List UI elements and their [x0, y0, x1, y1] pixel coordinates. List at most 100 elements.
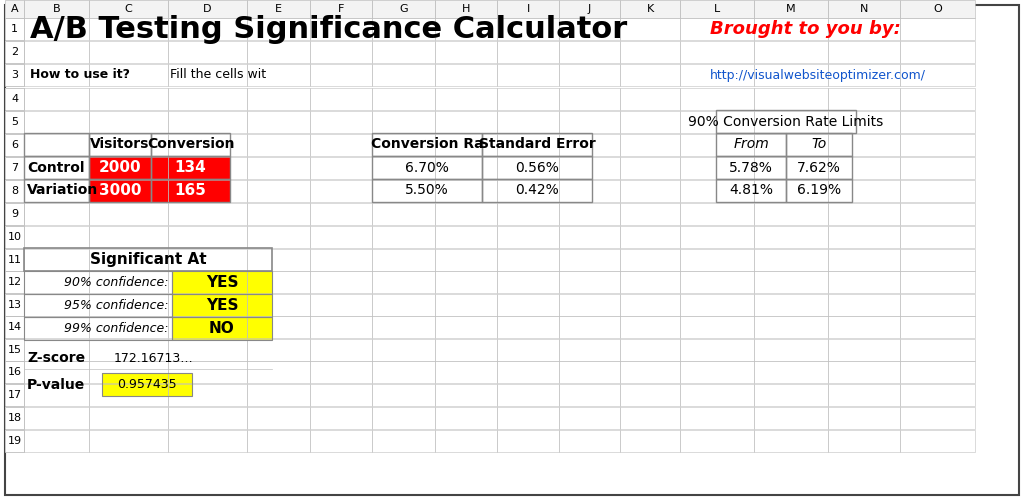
- Bar: [247, 339, 310, 361]
- Bar: [900, 384, 975, 406]
- Bar: [89, 203, 168, 225]
- Bar: [680, 41, 754, 63]
- Bar: [5, 384, 24, 406]
- Bar: [372, 294, 435, 316]
- Bar: [497, 384, 559, 406]
- Bar: [680, 88, 754, 110]
- Bar: [89, 271, 168, 293]
- Bar: [89, 339, 168, 361]
- Bar: [310, 249, 372, 271]
- Bar: [310, 339, 372, 361]
- Bar: [900, 41, 975, 63]
- Bar: [754, 407, 828, 429]
- Bar: [900, 271, 975, 293]
- Bar: [716, 156, 786, 179]
- Bar: [620, 226, 680, 248]
- Bar: [900, 407, 975, 429]
- Bar: [497, 134, 559, 156]
- Text: L: L: [714, 4, 720, 14]
- Bar: [559, 226, 620, 248]
- Bar: [247, 64, 310, 86]
- Bar: [900, 111, 975, 133]
- Bar: [435, 111, 497, 133]
- Bar: [24, 294, 89, 316]
- Bar: [680, 249, 754, 271]
- Bar: [497, 294, 559, 316]
- Bar: [754, 0, 828, 18]
- Bar: [247, 339, 310, 361]
- Bar: [5, 294, 24, 316]
- Bar: [754, 430, 828, 452]
- Bar: [89, 407, 168, 429]
- Bar: [900, 339, 975, 361]
- Bar: [310, 0, 372, 18]
- Bar: [24, 430, 89, 452]
- Bar: [680, 111, 754, 133]
- Bar: [435, 361, 497, 383]
- Bar: [828, 64, 900, 86]
- Bar: [5, 226, 24, 248]
- Bar: [89, 157, 168, 179]
- Bar: [559, 134, 620, 156]
- Bar: [89, 384, 168, 406]
- Bar: [310, 111, 372, 133]
- Bar: [435, 41, 497, 63]
- Bar: [5, 271, 24, 293]
- Bar: [310, 18, 372, 40]
- Text: A/B Testing Significance Calculator: A/B Testing Significance Calculator: [30, 14, 628, 44]
- Bar: [716, 179, 786, 202]
- Bar: [168, 271, 247, 293]
- Bar: [151, 156, 230, 179]
- Bar: [680, 339, 754, 361]
- Text: Variation: Variation: [27, 184, 98, 198]
- Bar: [5, 111, 24, 133]
- Bar: [5, 64, 24, 86]
- Bar: [620, 157, 680, 179]
- Bar: [310, 157, 372, 179]
- Bar: [559, 430, 620, 452]
- Bar: [435, 180, 497, 202]
- Bar: [680, 226, 754, 248]
- Bar: [620, 407, 680, 429]
- Bar: [247, 18, 310, 40]
- Bar: [435, 0, 497, 18]
- Bar: [559, 41, 620, 63]
- Bar: [5, 41, 24, 63]
- Bar: [900, 271, 975, 293]
- Bar: [372, 134, 435, 156]
- Bar: [247, 361, 310, 383]
- Bar: [247, 111, 310, 133]
- Bar: [24, 316, 89, 338]
- Bar: [754, 249, 828, 271]
- Bar: [828, 249, 900, 271]
- Bar: [828, 134, 900, 156]
- Bar: [435, 294, 497, 316]
- Bar: [680, 271, 754, 293]
- Bar: [24, 248, 272, 271]
- Bar: [24, 271, 89, 293]
- Bar: [5, 18, 24, 40]
- Bar: [680, 41, 754, 63]
- Bar: [310, 294, 372, 316]
- Bar: [247, 134, 310, 156]
- Bar: [828, 339, 900, 361]
- Bar: [716, 110, 856, 133]
- Bar: [24, 111, 89, 133]
- Text: YES: YES: [206, 275, 239, 290]
- Text: K: K: [646, 4, 653, 14]
- Text: 2: 2: [11, 47, 18, 57]
- Bar: [5, 41, 24, 63]
- Bar: [828, 384, 900, 406]
- Text: 1: 1: [11, 24, 18, 34]
- Text: I: I: [526, 4, 529, 14]
- Bar: [168, 111, 247, 133]
- Bar: [89, 133, 151, 156]
- Bar: [754, 226, 828, 248]
- Bar: [559, 88, 620, 110]
- Bar: [5, 294, 24, 316]
- Bar: [24, 88, 89, 110]
- Bar: [168, 88, 247, 110]
- Bar: [5, 0, 24, 18]
- Bar: [620, 339, 680, 361]
- Bar: [828, 0, 900, 18]
